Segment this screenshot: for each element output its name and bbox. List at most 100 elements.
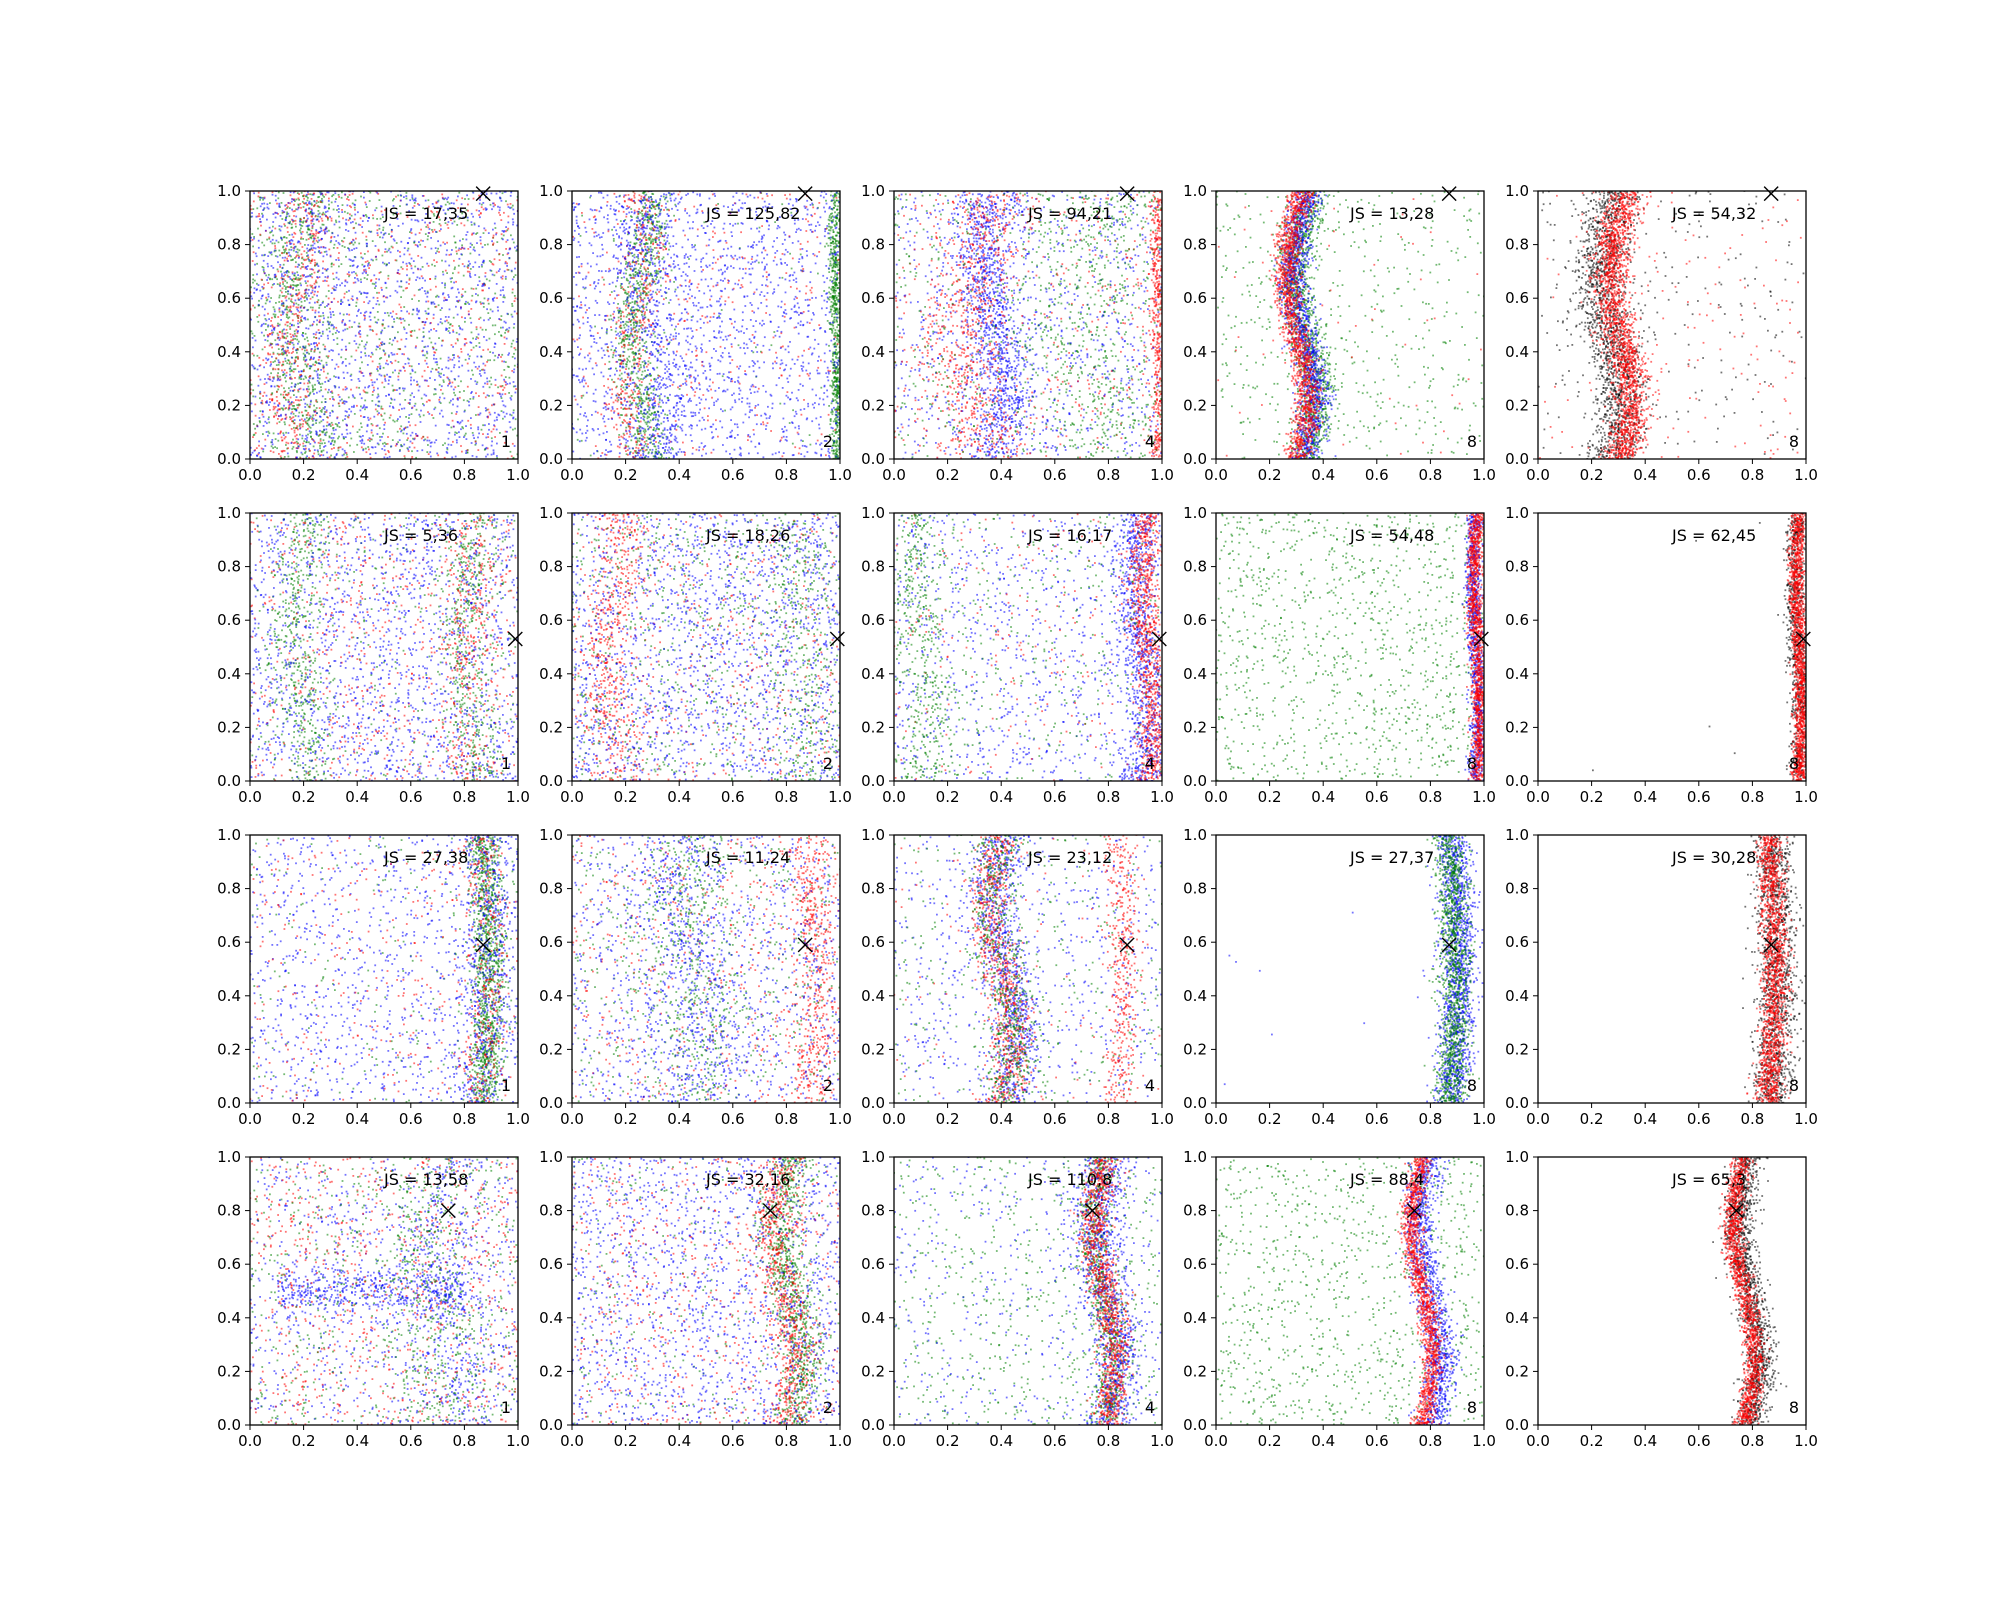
scatter-point bbox=[273, 451, 275, 453]
scatter-point bbox=[284, 397, 286, 399]
scatter-point bbox=[251, 364, 253, 366]
scatter-point bbox=[384, 413, 386, 415]
scatter-point bbox=[297, 323, 299, 325]
scatter-point bbox=[271, 330, 273, 332]
scatter-point bbox=[492, 263, 494, 265]
scatter-point bbox=[513, 276, 515, 278]
scatter-point bbox=[267, 203, 269, 205]
scatter-point bbox=[381, 375, 383, 377]
y-tick-label: 0.2 bbox=[217, 396, 241, 414]
scatter-point bbox=[497, 306, 499, 308]
scatter-point bbox=[415, 198, 417, 200]
scatter-point bbox=[346, 454, 348, 456]
scatter-point bbox=[390, 445, 392, 447]
scatter-point bbox=[509, 207, 511, 209]
scatter-point bbox=[303, 378, 305, 380]
scatter-point bbox=[345, 222, 347, 224]
scatter-point bbox=[660, 423, 662, 425]
scatter-point bbox=[364, 317, 366, 319]
scatter-point bbox=[344, 194, 346, 196]
scatter-point bbox=[388, 394, 390, 396]
scatter-point bbox=[314, 291, 316, 293]
scatter-point bbox=[295, 427, 297, 429]
scatter-point bbox=[357, 265, 359, 267]
scatter-point bbox=[277, 410, 279, 412]
scatter-point bbox=[323, 450, 325, 452]
scatter-point bbox=[381, 211, 383, 213]
scatter-point bbox=[436, 369, 438, 371]
scatter-point bbox=[306, 359, 308, 361]
scatter-point bbox=[332, 411, 334, 413]
scatter-point bbox=[301, 310, 303, 312]
scatter-point bbox=[477, 368, 479, 370]
scatter-point bbox=[630, 324, 632, 326]
scatter-point bbox=[296, 286, 298, 288]
scatter-point bbox=[283, 434, 285, 436]
scatter-point bbox=[381, 436, 383, 438]
scatter-point bbox=[280, 271, 282, 273]
scatter-point bbox=[646, 243, 648, 245]
scatter-point bbox=[305, 327, 307, 329]
scatter-point bbox=[292, 319, 294, 321]
scatter-point bbox=[365, 214, 367, 216]
scatter-point bbox=[428, 313, 430, 315]
scatter-point bbox=[312, 220, 314, 222]
scatter-point bbox=[448, 438, 450, 440]
scatter-point bbox=[294, 419, 296, 421]
scatter-point bbox=[327, 392, 329, 394]
scatter-point bbox=[378, 249, 380, 251]
scatter-point bbox=[370, 375, 372, 377]
scatter-point bbox=[372, 214, 374, 216]
scatter-point bbox=[649, 239, 651, 241]
scatter-point bbox=[275, 357, 277, 359]
scatter-point bbox=[402, 353, 404, 355]
scatter-point bbox=[404, 320, 406, 322]
scatter-point bbox=[356, 275, 358, 277]
scatter-point bbox=[309, 325, 311, 327]
scatter-point bbox=[276, 400, 278, 402]
scatter-point bbox=[632, 301, 634, 303]
scatter-point bbox=[286, 329, 288, 331]
scatter-point bbox=[325, 211, 327, 213]
scatter-point bbox=[366, 451, 368, 453]
scatter-point bbox=[441, 345, 443, 347]
scatter-point bbox=[647, 211, 649, 213]
scatter-point bbox=[425, 310, 427, 312]
scatter-point bbox=[296, 199, 298, 201]
scatter-point bbox=[473, 247, 475, 249]
scatter-point bbox=[387, 443, 389, 445]
scatter-point bbox=[262, 209, 264, 211]
scatter-point bbox=[314, 411, 316, 413]
scatter-point bbox=[467, 420, 469, 422]
scatter-point bbox=[293, 402, 295, 404]
scatter-point bbox=[453, 282, 455, 284]
scatter-point bbox=[260, 393, 262, 395]
scatter-point bbox=[319, 455, 321, 457]
scatter-point bbox=[295, 303, 297, 305]
scatter-point bbox=[295, 399, 297, 401]
scatter-point bbox=[627, 446, 629, 448]
scatter-point bbox=[327, 317, 329, 319]
scatter-point bbox=[653, 387, 655, 389]
scatter-point bbox=[356, 444, 358, 446]
scatter-point bbox=[339, 313, 341, 315]
scatter-point bbox=[289, 374, 291, 376]
scatter-point bbox=[384, 376, 386, 378]
scatter-point bbox=[311, 209, 313, 211]
scatter-point bbox=[274, 408, 276, 410]
scatter-point bbox=[416, 381, 418, 383]
scatter-point bbox=[622, 363, 624, 365]
scatter-point bbox=[407, 449, 409, 451]
scatter-point bbox=[433, 314, 435, 316]
scatter-point bbox=[271, 317, 273, 319]
scatter-point bbox=[424, 290, 426, 292]
scatter-point bbox=[515, 262, 517, 264]
scatter-point bbox=[289, 328, 291, 330]
scatter-point bbox=[333, 328, 335, 330]
scatter-point bbox=[396, 443, 398, 445]
scatter-point bbox=[433, 417, 435, 419]
scatter-point bbox=[278, 203, 280, 205]
scatter-point bbox=[341, 211, 343, 213]
scatter-point bbox=[429, 337, 431, 339]
scatter-point bbox=[272, 443, 274, 445]
